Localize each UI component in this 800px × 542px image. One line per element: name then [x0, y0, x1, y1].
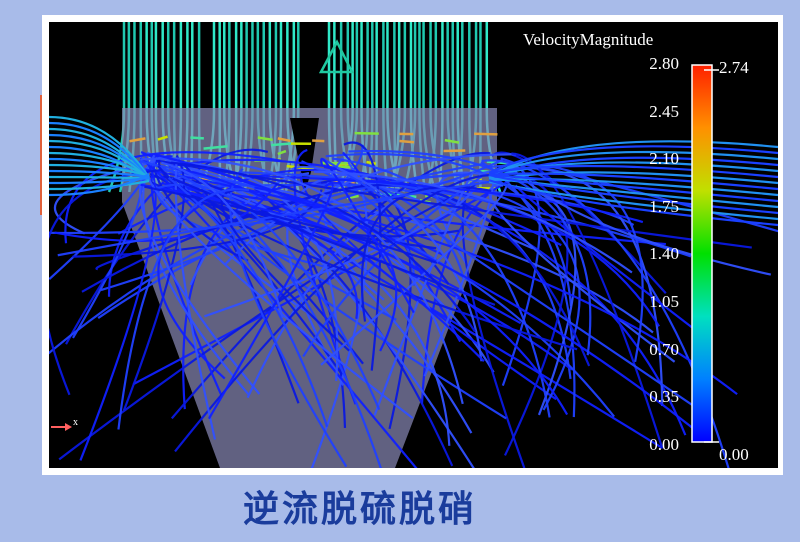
side-streamline	[49, 115, 150, 179]
hot-streamline	[129, 137, 146, 143]
nozzle-marker	[318, 39, 355, 74]
side-streamline	[488, 164, 778, 179]
streamline	[64, 151, 282, 244]
streamline	[514, 184, 698, 333]
streamline	[174, 173, 505, 453]
streamline	[168, 176, 329, 428]
streamline	[486, 163, 644, 363]
streamline	[79, 160, 157, 461]
streamline	[301, 160, 415, 286]
streamline	[95, 188, 337, 271]
streamline	[207, 182, 334, 420]
streamline	[57, 177, 512, 257]
side-streamline	[488, 173, 778, 215]
streamline	[254, 186, 398, 352]
streamline	[348, 149, 592, 356]
hot-streamline	[190, 136, 204, 140]
side-streamline	[488, 145, 778, 174]
hot-streamline	[474, 132, 498, 136]
axis-x-label: x	[73, 417, 78, 428]
streamline-visualization: VelocityMagnitude 2.80 2.45 2.10 1.75 1.40 1.…	[49, 22, 778, 468]
streamline	[139, 157, 418, 468]
axis-arrowhead-icon	[65, 423, 72, 431]
streamline	[172, 177, 496, 306]
streamline	[481, 159, 541, 387]
streamline	[107, 181, 165, 297]
hot-streamline	[203, 145, 228, 150]
streamline	[242, 174, 644, 224]
side-streamline	[49, 163, 150, 177]
streamline-scene	[49, 22, 778, 468]
side-streamline	[49, 175, 150, 180]
hot-streamline	[271, 142, 292, 147]
streamline	[182, 181, 357, 410]
hot-streamline	[312, 139, 325, 143]
streamline	[491, 151, 667, 295]
legend-max-marker: 2.74	[719, 58, 749, 77]
streamline	[149, 175, 454, 467]
legend-tick-label: 1.05	[649, 292, 679, 311]
legend-tick-label: 2.80	[649, 54, 679, 73]
streamline	[158, 168, 615, 418]
hot-streamline	[444, 138, 460, 144]
side-streamline	[49, 179, 150, 191]
side-streamline	[488, 173, 778, 203]
hot-streamline	[399, 139, 415, 144]
streamline	[332, 157, 551, 418]
legend-title: VelocityMagnitude	[523, 30, 654, 49]
side-streamline	[49, 169, 150, 179]
streamline	[166, 188, 569, 416]
streamline	[117, 188, 250, 430]
streamline	[49, 159, 504, 235]
streamline	[144, 185, 438, 264]
side-streamline	[488, 150, 778, 177]
streamline	[314, 170, 633, 274]
side-streamline	[488, 140, 778, 179]
hot-streamline	[277, 149, 287, 156]
streamline	[153, 169, 249, 262]
side-streamline	[49, 151, 150, 178]
side-streamline	[488, 161, 778, 179]
streamline	[320, 186, 508, 366]
legend-min-marker: 0.00	[719, 445, 749, 464]
streamline	[154, 153, 709, 442]
streamline	[142, 167, 414, 419]
streamline	[320, 157, 415, 314]
streamline	[58, 184, 476, 461]
streamline	[161, 161, 284, 318]
side-streamline	[49, 121, 150, 180]
streamline	[302, 175, 483, 357]
side-streamline	[49, 173, 150, 197]
streamline	[223, 153, 517, 266]
hot-streamline	[366, 160, 377, 165]
streamline	[155, 159, 752, 249]
legend-tick-label: 0.35	[649, 387, 679, 407]
hot-streamline	[257, 136, 273, 142]
legend-tick-label: 2.10	[649, 149, 679, 169]
hot-streamline	[354, 131, 379, 135]
hot-streamline	[157, 135, 168, 141]
legend-tick-label: 0.70	[649, 339, 679, 359]
streamline	[176, 177, 451, 446]
colorbar	[691, 64, 713, 443]
legend-tick-label: 0.00	[649, 434, 679, 454]
streamline	[373, 170, 476, 416]
streamline	[336, 166, 483, 362]
streamline	[175, 167, 485, 362]
streamline	[162, 160, 339, 381]
legend-tick-label: 1.40	[649, 244, 679, 264]
legend-tick-label: 2.45	[649, 101, 679, 121]
streamline	[238, 171, 692, 258]
streamline	[54, 184, 278, 242]
streamline	[170, 161, 476, 333]
caption: 逆流脱硫脱硝	[242, 489, 477, 530]
streamline	[139, 159, 382, 468]
side-streamline	[488, 179, 778, 227]
legend-tick-label: 1.75	[649, 196, 679, 216]
streamline	[140, 157, 464, 405]
hot-streamline	[277, 137, 291, 143]
side-streamline	[488, 172, 778, 191]
center-cone	[290, 118, 319, 192]
